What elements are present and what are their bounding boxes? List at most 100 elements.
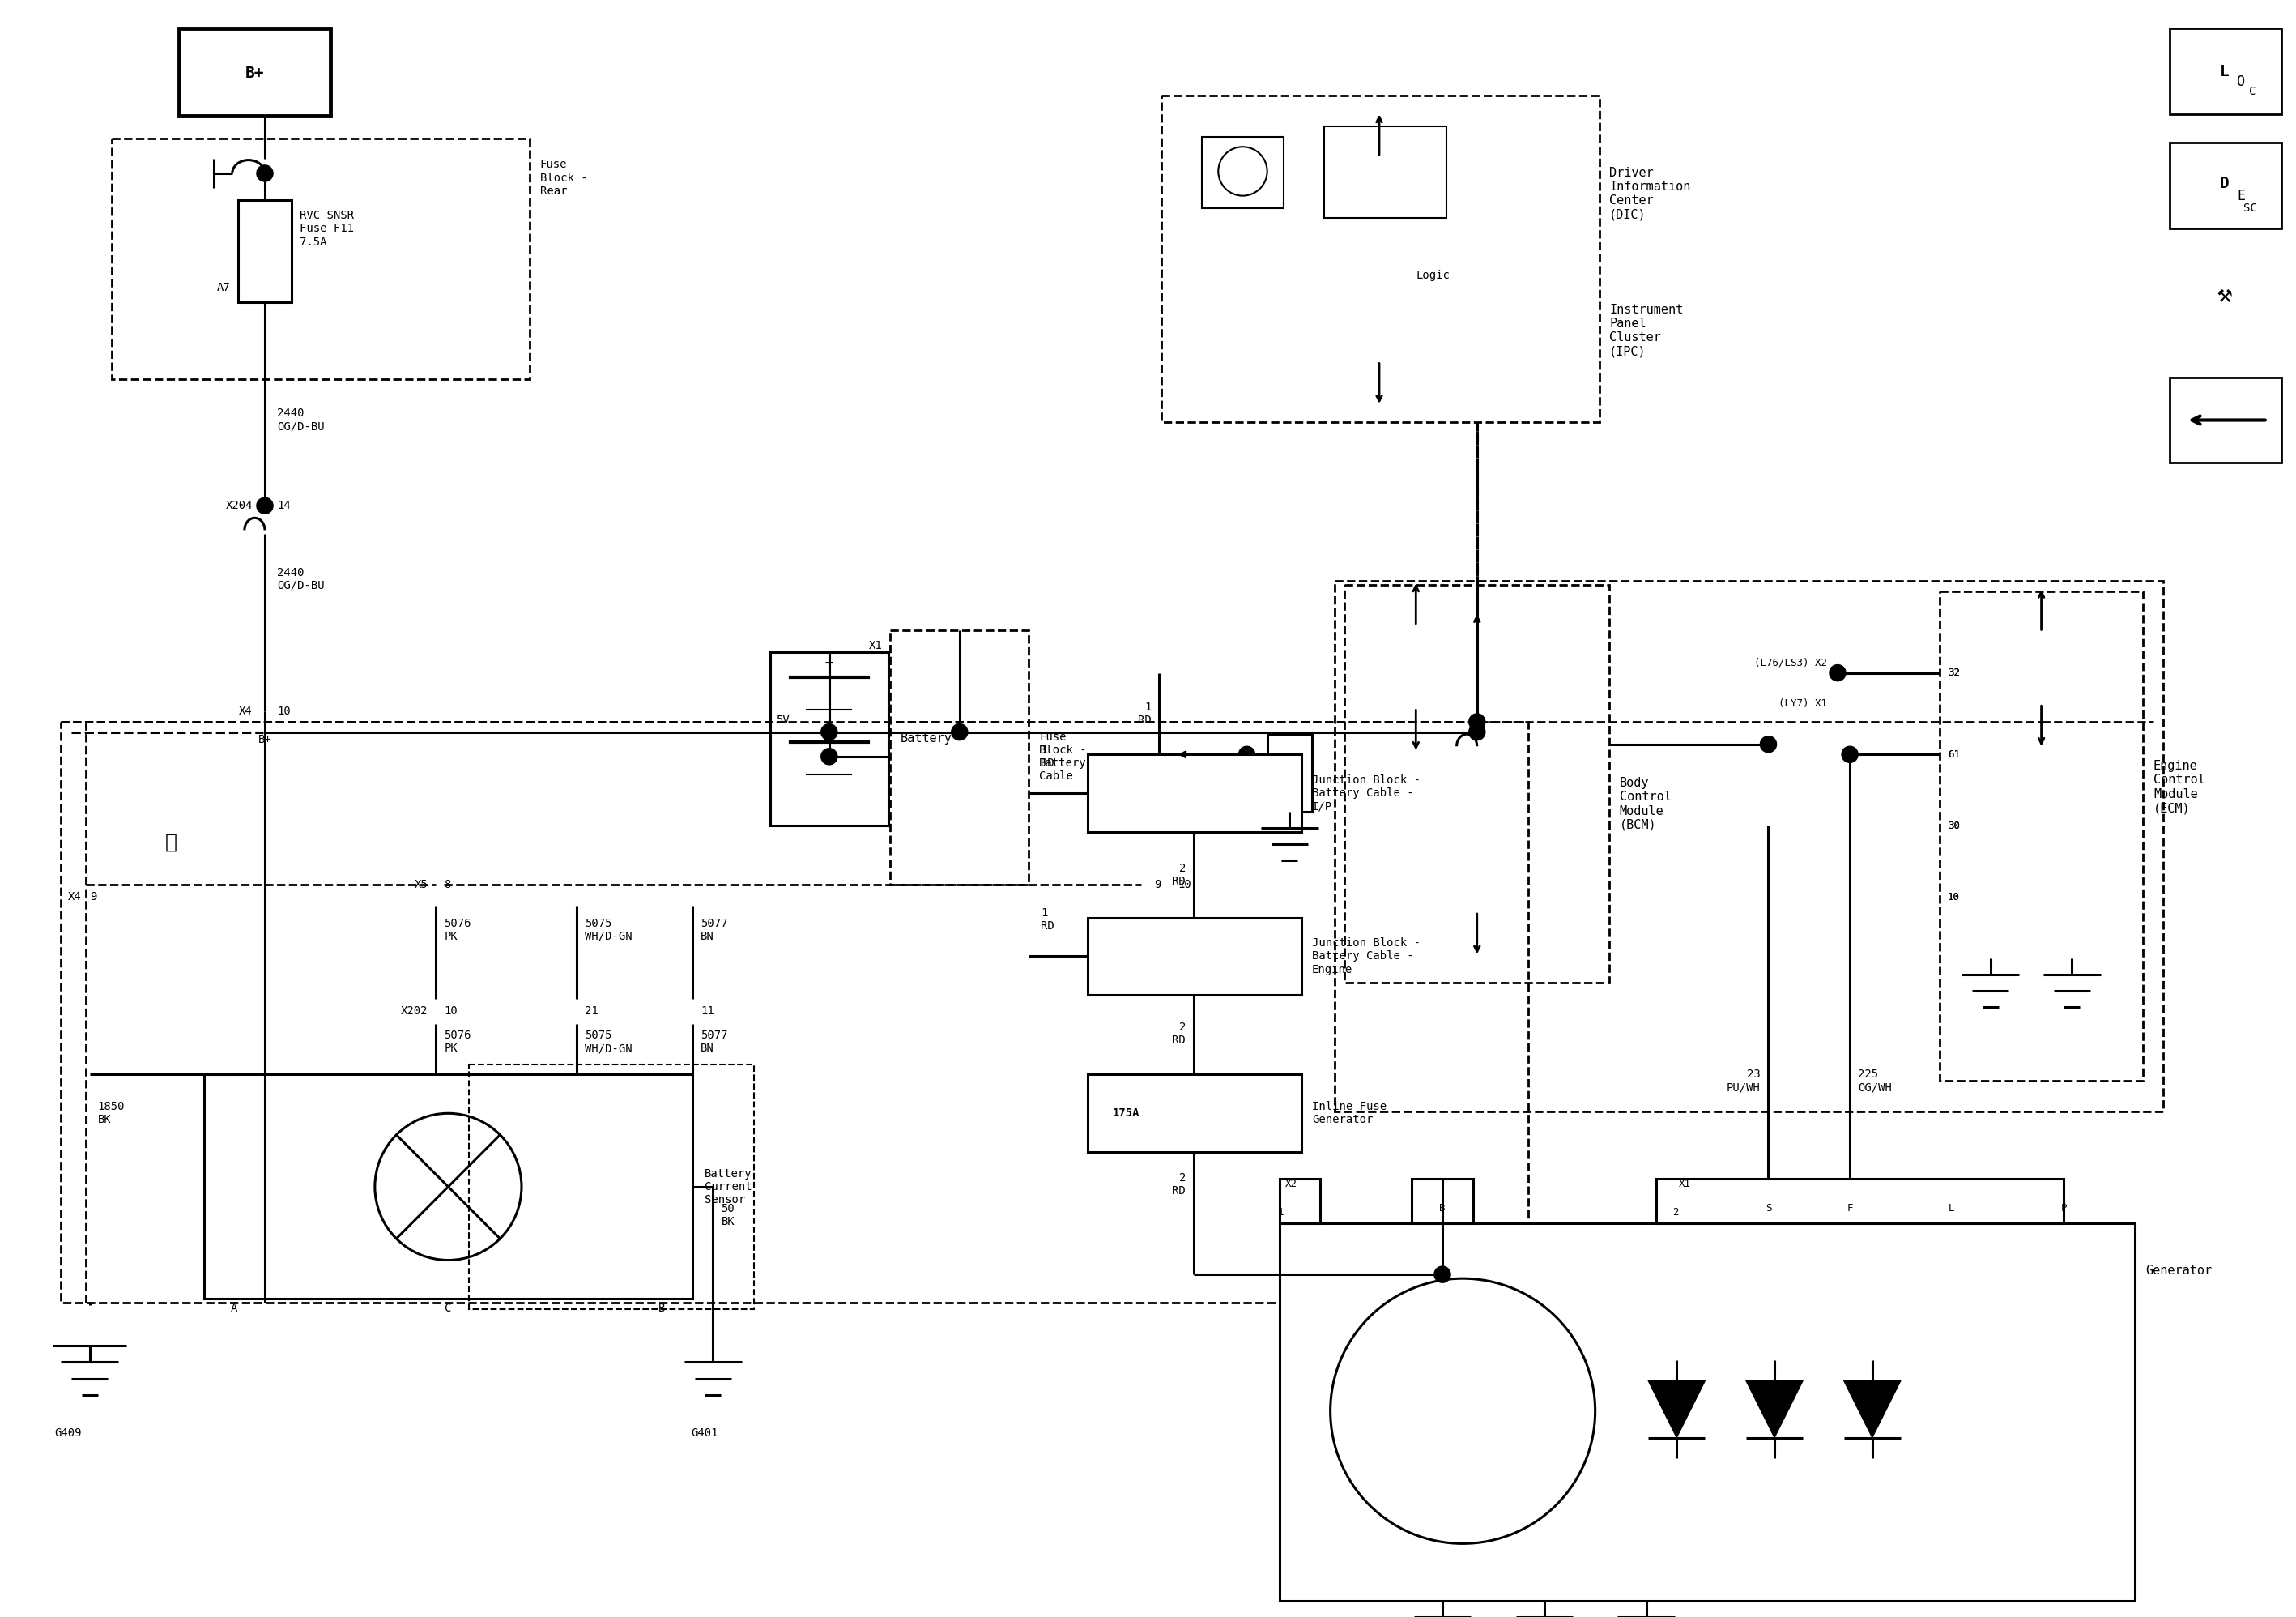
Text: 5076
PK: 5076 PK [443,1030,471,1054]
Circle shape [1469,724,1486,741]
Text: X4: X4 [69,891,80,902]
Text: C: C [2250,86,2257,97]
Text: Junction Block -
Battery Cable -
I/P: Junction Block - Battery Cable - I/P [1311,775,1421,812]
Text: Body
Control
Module
(BCM): Body Control Module (BCM) [1619,776,1671,831]
Bar [1279,1224,2135,1601]
Polygon shape [1844,1381,1901,1438]
Bar [1345,585,1609,983]
Text: G409: G409 [55,1428,80,1439]
Text: E: E [2236,189,2245,204]
Circle shape [1219,147,1267,196]
Text: (LY7) X1: (LY7) X1 [1779,699,1828,708]
Bar [468,1064,753,1310]
Text: Engine
Control
Module
(ECM): Engine Control Module (ECM) [2154,760,2204,815]
Text: A: A [232,1303,239,1315]
Bar [1162,95,1600,422]
Text: B+: B+ [246,66,264,81]
Text: L: L [2220,63,2229,79]
Text: 1850
BK: 1850 BK [99,1101,124,1125]
Text: 2
RD: 2 RD [1173,862,1185,888]
Circle shape [1841,747,1857,763]
Text: Generator: Generator [2144,1264,2211,1276]
Text: Fuse
Block -
Battery
Cable: Fuse Block - Battery Cable [1040,731,1086,783]
Text: 1: 1 [1277,1206,1283,1218]
Text: (L76/LS3) X2: (L76/LS3) X2 [1754,658,1828,668]
Text: 5076
PK: 5076 PK [443,917,471,943]
Text: 2440
OG/D-BU: 2440 OG/D-BU [278,407,324,432]
Text: 1
RD: 1 RD [1040,744,1054,768]
Bar [1325,126,1446,218]
Bar [1655,1179,2064,1224]
Text: X1: X1 [1678,1179,1690,1188]
Text: 175A: 175A [1111,1108,1139,1119]
Circle shape [822,749,838,765]
Text: 32: 32 [1947,668,1961,678]
Text: Battery: Battery [900,733,953,744]
Bar [1412,1179,1474,1224]
Text: 32: 32 [1947,668,1961,678]
Text: B: B [659,1303,666,1315]
Text: A7: A7 [216,283,230,294]
Text: 23
PU/WH: 23 PU/WH [1727,1069,1761,1093]
Text: X202: X202 [402,1006,427,1017]
Text: Inline Fuse
Generator: Inline Fuse Generator [1311,1101,1387,1125]
Text: Logic: Logic [1417,270,1449,281]
Circle shape [1830,665,1846,681]
Text: 50
BK: 50 BK [721,1203,735,1227]
Text: Battery
Current
Sensor: Battery Current Sensor [705,1167,753,1206]
Text: 2
RD: 2 RD [1173,1172,1185,1197]
Text: Junction Block -
Battery Cable -
Engine: Junction Block - Battery Cable - Engine [1311,938,1421,975]
Text: 5075
WH/D-GN: 5075 WH/D-GN [585,917,631,943]
Text: 5V: 5V [776,715,790,726]
Text: 11: 11 [700,1006,714,1017]
Text: 10: 10 [1178,880,1192,891]
Text: 9: 9 [90,891,96,902]
Bar [1203,136,1283,209]
Bar [179,29,331,116]
Text: Instrument
Panel
Cluster
(IPC): Instrument Panel Cluster (IPC) [1609,304,1683,357]
Bar [204,1075,693,1298]
Text: L: L [1949,1203,1954,1213]
Circle shape [1761,736,1777,752]
Text: 10: 10 [1947,893,1961,902]
Bar [2170,377,2282,462]
Bar [1267,734,1311,812]
Bar [891,631,1029,884]
Text: 61: 61 [1947,749,1961,760]
Text: 10: 10 [278,707,292,718]
Text: 1
RD: 1 RD [1137,702,1150,726]
Text: 10: 10 [443,1006,457,1017]
Text: +: + [824,657,833,671]
Text: 8: 8 [443,880,450,891]
Text: 21: 21 [585,1006,599,1017]
Text: C: C [445,1303,452,1315]
Text: F: F [1846,1203,1853,1213]
Text: 9: 9 [1155,880,1162,891]
Text: 30: 30 [1947,820,1961,831]
Bar [239,201,292,302]
Circle shape [257,498,273,514]
Circle shape [1435,1266,1451,1282]
Text: ⏚: ⏚ [165,833,177,852]
Text: B: B [1440,1203,1446,1213]
Bar [62,721,1527,1303]
Circle shape [1469,713,1486,729]
Bar [1088,917,1302,994]
Polygon shape [1745,1381,1802,1438]
Text: G401: G401 [691,1428,719,1439]
Bar [1088,755,1302,833]
Text: 2
RD: 2 RD [1173,1022,1185,1046]
Bar [1334,581,2163,1111]
Text: 2440
OG/D-BU: 2440 OG/D-BU [278,568,324,592]
Text: 5077
BN: 5077 BN [700,1030,728,1054]
Circle shape [257,165,273,181]
Text: RVC SNSR
Fuse F11
7.5A: RVC SNSR Fuse F11 7.5A [298,210,354,247]
Text: S: S [1766,1203,1773,1213]
Circle shape [951,724,967,741]
Circle shape [1329,1279,1596,1544]
Text: D: D [2220,176,2229,191]
Text: 30: 30 [1947,820,1961,831]
Text: 225
OG/WH: 225 OG/WH [1857,1069,1892,1093]
Text: B+: B+ [257,734,271,745]
Text: 5077
BN: 5077 BN [700,917,728,943]
